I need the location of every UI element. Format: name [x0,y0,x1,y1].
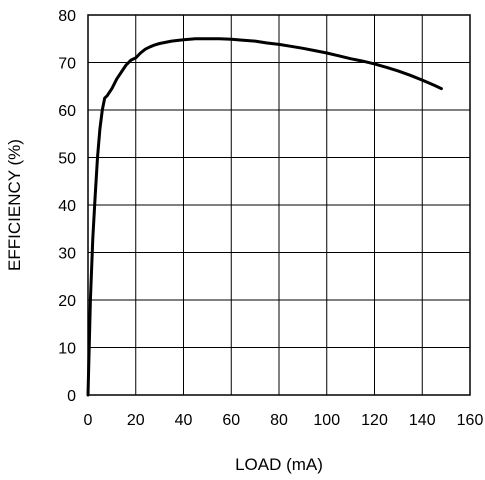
x-tick-label: 60 [222,412,240,429]
x-tick-label: 0 [84,412,93,429]
x-tick-label: 80 [270,412,288,429]
x-tick-labels: 0 20 40 60 80 100 120 140 160 [84,412,484,429]
y-tick-label: 40 [58,198,76,215]
x-tick-label: 160 [457,412,484,429]
y-tick-label: 60 [58,103,76,120]
grid-lines [88,15,470,395]
y-tick-label: 80 [58,8,76,25]
x-tick-label: 100 [313,412,340,429]
y-tick-label: 70 [58,56,76,73]
y-tick-label: 0 [67,388,76,405]
x-tick-label: 120 [361,412,388,429]
x-tick-label: 140 [409,412,436,429]
y-tick-label: 10 [58,341,76,358]
y-tick-label: 30 [58,246,76,263]
plot-frame [87,14,471,396]
y-tick-labels: 0 10 20 30 40 50 60 70 80 [58,8,76,405]
y-tick-label: 50 [58,151,76,168]
x-tick-label: 40 [175,412,193,429]
x-tick-label: 20 [127,412,145,429]
efficiency-curve [86,37,443,397]
y-tick-label: 20 [58,293,76,310]
y-axis-label: EFFICIENCY (%) [5,139,24,271]
x-axis-label: LOAD (mA) [235,455,323,474]
